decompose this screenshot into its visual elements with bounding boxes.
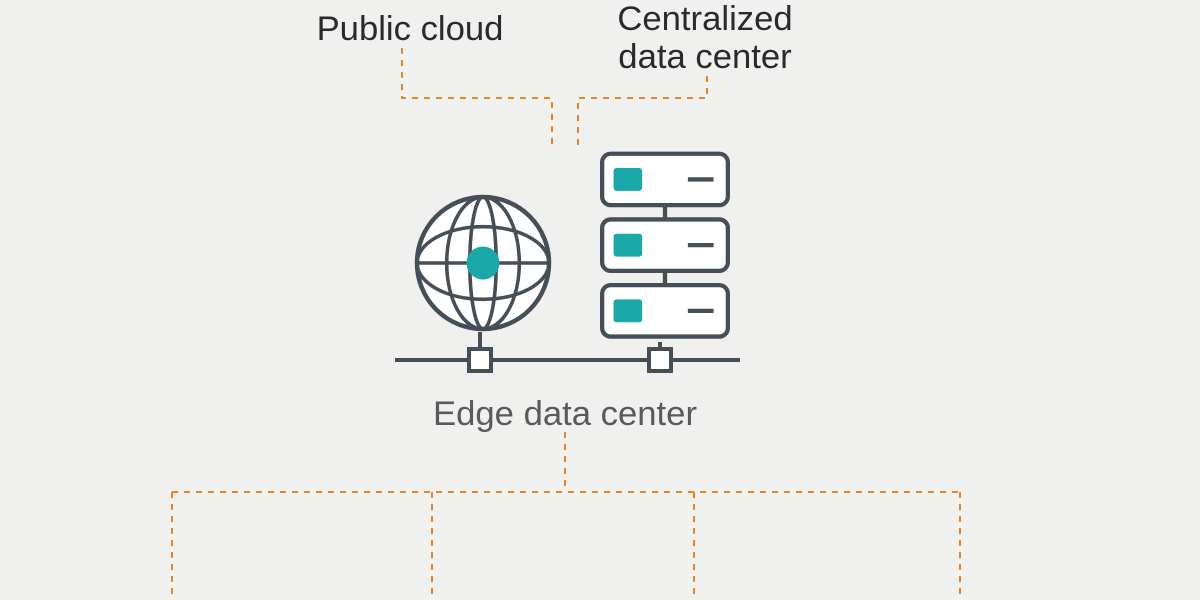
edge-architecture-diagram: Public cloud Centralized data center Edg…: [0, 0, 1200, 600]
server-stack-icon: [590, 148, 740, 348]
globe-icon: [408, 188, 558, 338]
centralized-data-center-label: Centralized data center: [555, 0, 855, 70]
edge-data-center-label: Edge data center: [390, 395, 740, 435]
public-cloud-label: Public cloud: [280, 10, 540, 50]
